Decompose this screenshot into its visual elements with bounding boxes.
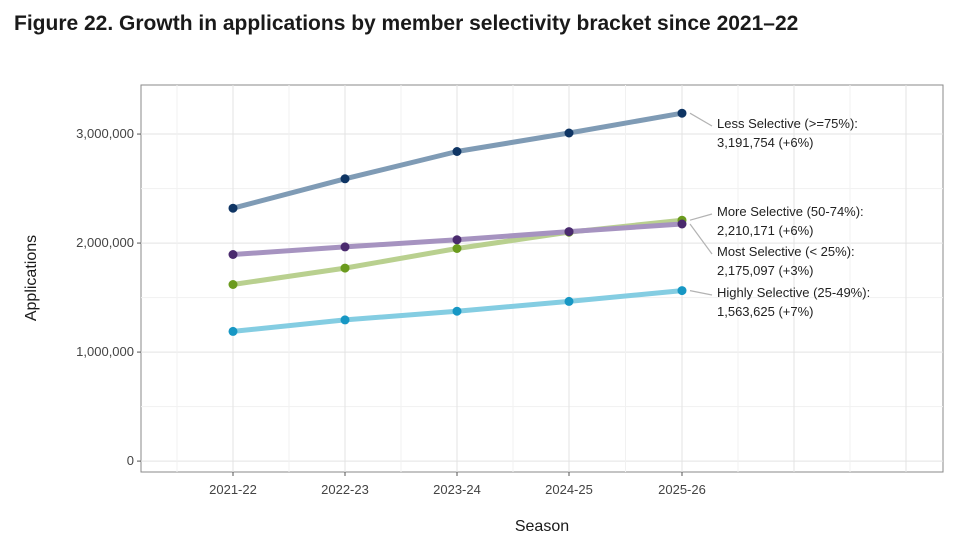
data-point <box>228 203 238 213</box>
x-tick-label: 2022-23 <box>321 482 369 497</box>
data-point <box>564 296 574 306</box>
y-axis-ticks: 0 1,000,000 2,000,000 3,000,000 <box>76 126 141 468</box>
data-point <box>677 286 687 296</box>
data-point <box>452 235 462 245</box>
y-tick-label: 0 <box>127 453 134 468</box>
series-annotations: Less Selective (>=75%): 3,191,754 (+6%) Mo… <box>689 112 870 319</box>
data-point <box>677 219 687 229</box>
y-axis-title: Applications <box>23 235 40 321</box>
data-point <box>452 244 462 253</box>
figure-title: Figure 22. Growth in applications by mem… <box>14 12 799 35</box>
x-tick-label: 2025-26 <box>658 482 706 497</box>
data-point <box>340 174 350 184</box>
annotation-leader <box>689 290 713 296</box>
annotation-value: 3,191,754 (+6%) <box>717 135 813 150</box>
data-point <box>564 227 574 237</box>
data-point <box>677 108 687 118</box>
annotation-label: More Selective (50-74%): <box>717 204 864 219</box>
y-tick-label: 3,000,000 <box>76 126 134 141</box>
x-axis-ticks: 2021-22 2022-23 2023-24 2024-25 2025-26 <box>209 472 706 497</box>
grid-lines <box>141 85 943 472</box>
data-point <box>452 306 462 316</box>
data-point <box>228 280 238 289</box>
x-tick-label: 2021-22 <box>209 482 257 497</box>
annotation-label: Less Selective (>=75%): <box>717 116 858 131</box>
annotation-label: Most Selective (< 25%): <box>717 244 855 259</box>
data-point <box>452 147 462 156</box>
data-point <box>228 326 238 336</box>
x-tick-label: 2023-24 <box>433 482 481 497</box>
x-axis-title: Season <box>515 518 569 535</box>
data-point <box>340 315 350 325</box>
data-point <box>564 128 574 138</box>
y-tick-label: 2,000,000 <box>76 235 134 250</box>
data-point <box>228 250 238 259</box>
series-points <box>228 108 687 336</box>
annotation-value: 2,210,171 (+6%) <box>717 223 813 238</box>
annotation-leader <box>689 213 713 221</box>
data-point <box>340 263 350 273</box>
annotation-value: 1,563,625 (+7%) <box>717 304 813 319</box>
y-tick-label: 1,000,000 <box>76 344 134 359</box>
annotation-value: 2,175,097 (+3%) <box>717 263 813 278</box>
data-point <box>340 242 350 252</box>
annotation-label: Highly Selective (25-49%): <box>717 285 870 300</box>
annotation-leader <box>689 112 713 127</box>
x-tick-label: 2024-25 <box>545 482 593 497</box>
annotation-leader <box>689 223 713 255</box>
